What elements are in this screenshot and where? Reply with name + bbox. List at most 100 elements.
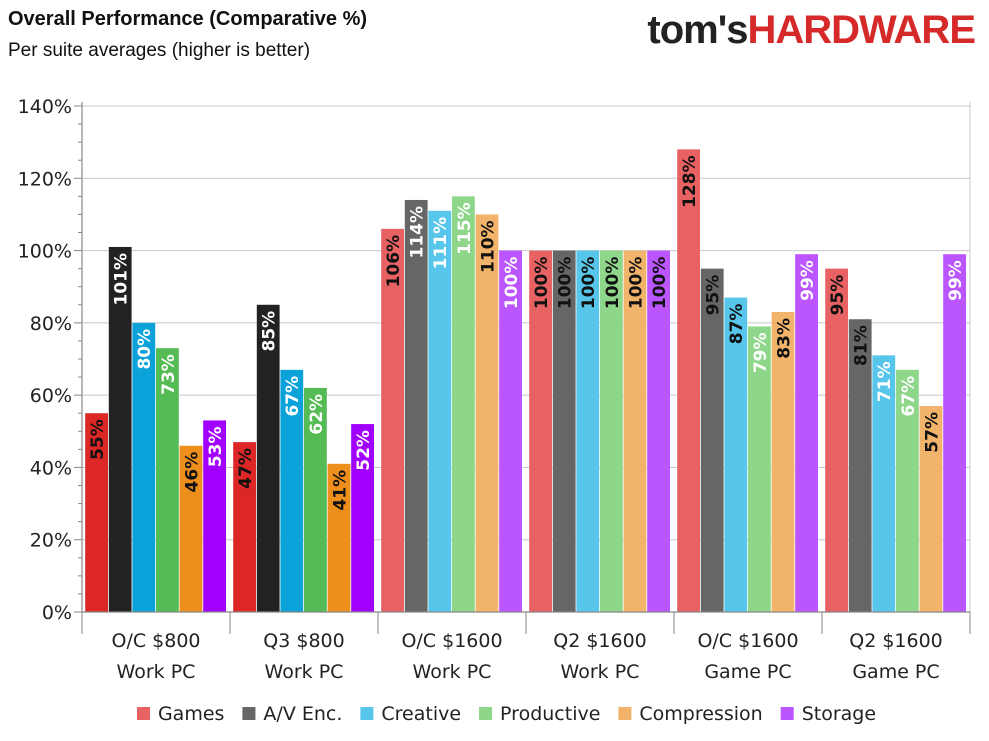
data-label: 100%	[556, 257, 576, 310]
bar	[872, 355, 896, 612]
x-category-label: Work PC	[561, 661, 640, 683]
legend-label: Creative	[381, 703, 461, 725]
data-label: 87%	[727, 304, 747, 345]
legend-swatch	[780, 707, 794, 720]
bar	[724, 297, 748, 612]
legend-swatch	[360, 707, 374, 720]
data-label: 73%	[159, 354, 179, 395]
bar	[85, 413, 108, 612]
bar	[108, 246, 132, 612]
bar	[919, 405, 943, 612]
bar	[351, 424, 374, 612]
legend: Games A/V Enc. Creative Productive Compressi…	[136, 703, 876, 725]
data-label: 100%	[532, 257, 552, 310]
data-label: 128%	[680, 155, 700, 208]
data-label: 46%	[182, 452, 202, 493]
data-label: 115%	[455, 202, 475, 255]
chart-subtitle: Per suite averages (higher is better)	[8, 40, 311, 61]
data-label: 111%	[431, 217, 451, 270]
data-label: 57%	[922, 412, 942, 453]
bar	[327, 463, 351, 612]
data-label: 106%	[384, 235, 404, 288]
logo-text-part1: tom's	[647, 8, 748, 52]
bar	[156, 348, 179, 612]
legend-label: Storage	[802, 703, 876, 725]
data-label: 81%	[852, 325, 872, 366]
data-label: 47%	[236, 448, 256, 489]
bar	[304, 387, 327, 612]
legend-label: Games	[158, 703, 224, 725]
grid-lines	[82, 102, 971, 612]
y-tick-label: 0%	[42, 602, 72, 624]
data-label: 100%	[502, 257, 522, 310]
bar	[943, 254, 966, 612]
x-category-label: O/C $800	[111, 630, 200, 652]
logo-text-part2: HARDWARE	[747, 8, 976, 52]
x-category-label: Q2 $1600	[849, 630, 943, 652]
data-label: 55%	[88, 419, 108, 460]
x-category-label: Game PC	[852, 661, 939, 683]
data-label: 83%	[774, 318, 794, 359]
x-category-label: Q2 $1600	[553, 630, 647, 652]
bar	[132, 322, 156, 612]
bar	[475, 214, 499, 612]
x-category-label: Work PC	[117, 661, 196, 683]
legend-swatch	[136, 707, 150, 720]
y-tick-label: 40%	[30, 457, 72, 479]
x-category-label: Game PC	[704, 661, 791, 683]
bar	[233, 442, 256, 612]
bar	[795, 254, 818, 612]
bar	[623, 250, 647, 613]
data-label: 101%	[112, 253, 132, 306]
bar	[677, 149, 700, 612]
legend-label: Compression	[639, 703, 762, 725]
bar	[552, 250, 576, 613]
bar	[499, 250, 522, 613]
data-label: 67%	[899, 376, 919, 417]
bars	[85, 149, 966, 613]
data-label: 100%	[650, 257, 670, 310]
bar	[256, 304, 280, 612]
bar	[428, 210, 452, 613]
legend-label: Productive	[500, 703, 600, 725]
bar	[748, 326, 771, 612]
bar	[529, 250, 552, 613]
bar	[576, 250, 600, 613]
bar	[280, 369, 304, 612]
x-category-label: Work PC	[413, 661, 492, 683]
data-label: 114%	[408, 206, 428, 259]
bar	[825, 268, 848, 612]
y-tick-label: 100%	[18, 241, 72, 263]
data-label: 100%	[626, 257, 646, 310]
axes: 0% 20% 40% 60% 80% 100% 120% 140% O/C $800 Work P…	[18, 96, 971, 683]
bar	[896, 369, 919, 612]
bar	[203, 420, 226, 612]
data-label: 110%	[478, 220, 498, 273]
data-label: 53%	[206, 426, 226, 467]
data-label: 95%	[828, 275, 848, 316]
legend-swatch	[242, 707, 256, 720]
bar	[647, 250, 670, 613]
data-label: 85%	[260, 311, 280, 352]
y-tick-label: 60%	[30, 385, 72, 407]
legend-swatch	[479, 707, 493, 720]
brand-logo: tom'sHARDWARE	[647, 8, 976, 53]
x-category-label: Q3 $800	[263, 630, 344, 652]
y-tick-label: 120%	[18, 168, 72, 190]
y-tick-label: 140%	[18, 96, 72, 118]
bar	[381, 228, 404, 612]
data-label: 79%	[751, 332, 771, 373]
bar	[700, 268, 724, 612]
y-tick-label: 80%	[30, 313, 72, 335]
data-label: 100%	[603, 257, 623, 310]
data-label: 67%	[283, 376, 303, 417]
data-label: 71%	[875, 361, 895, 402]
data-label: 41%	[330, 470, 350, 511]
data-labels: 55%47%106% 100%128%95%101%85%114%100% 95%8…	[88, 155, 966, 510]
bar	[848, 319, 872, 612]
data-label: 99%	[946, 260, 966, 301]
x-category-label: Work PC	[265, 661, 344, 683]
data-label: 52%	[354, 430, 374, 471]
